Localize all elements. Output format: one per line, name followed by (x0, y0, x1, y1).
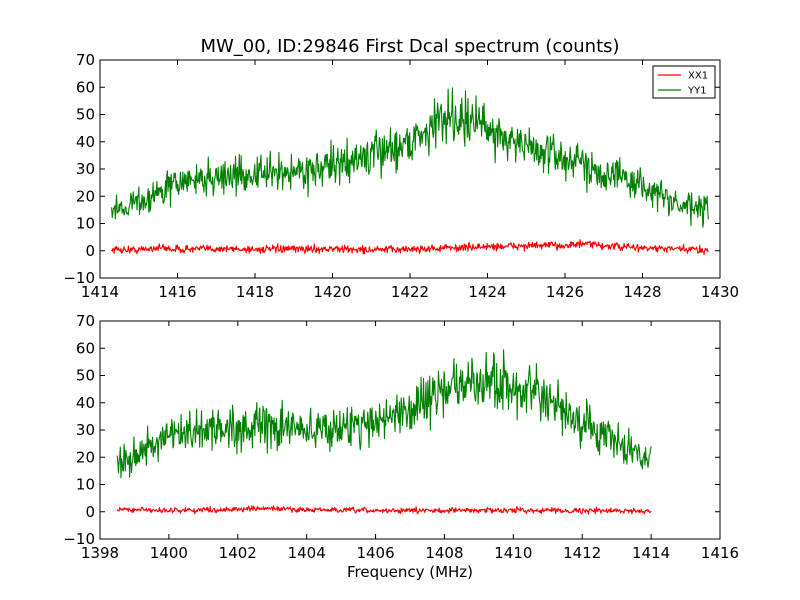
y-tick-label: 40 (76, 133, 95, 151)
x-tick-label: 1400 (150, 544, 188, 562)
x-tick-label: 1404 (288, 544, 326, 562)
x-tick-label: 1426 (546, 283, 584, 301)
x-axis-label: Frequency (MHz) (347, 563, 473, 581)
x-tick-label: 1408 (425, 544, 463, 562)
y-tick-label: 60 (76, 78, 95, 96)
y-tick-label: 0 (85, 503, 95, 521)
y-tick-label: 30 (76, 160, 95, 178)
legend-box (652, 65, 716, 99)
x-tick-label: 1430 (701, 283, 739, 301)
y-tick-label: 20 (76, 448, 95, 466)
red-series-line (116, 505, 652, 515)
y-tick-label: 10 (76, 476, 95, 494)
xx1-series-line (111, 239, 709, 255)
y-tick-label: −10 (63, 530, 95, 548)
y-tick-label: 70 (76, 312, 95, 330)
y-tick-label: 50 (76, 106, 95, 124)
y-tick-label: 0 (85, 242, 95, 260)
x-tick-label: 1410 (494, 544, 532, 562)
chart-title: MW_00, ID:29846 First Dcal spectrum (cou… (200, 36, 619, 57)
yy1-series-line (111, 87, 709, 228)
y-tick-label: 70 (76, 51, 95, 69)
x-tick-label: 1420 (313, 283, 351, 301)
x-tick-label: 1416 (158, 283, 196, 301)
x-tick-label: 1424 (468, 283, 506, 301)
y-tick-label: 60 (76, 339, 95, 357)
y-tick-label: 50 (76, 367, 95, 385)
y-tick-label: −10 (63, 269, 95, 287)
legend-label: YY1 (687, 86, 707, 97)
y-tick-label: 10 (76, 215, 95, 233)
top-chart-panel: 1414 1416 1418 1420 1422 1424 1426 1428 1430 −10 0… (63, 51, 739, 301)
x-tick-label: 1428 (623, 283, 661, 301)
y-tick-label: 40 (76, 394, 95, 412)
x-tick-label: 1414 (81, 283, 119, 301)
y-tick-label: 30 (76, 421, 95, 439)
x-tick-label: 1402 (219, 544, 257, 562)
x-tick-label: 1422 (391, 283, 429, 301)
x-tick-label: 1418 (236, 283, 274, 301)
y-tick-label: 20 (76, 187, 95, 205)
x-tick-label: 1416 (701, 544, 739, 562)
x-tick-label: 1398 (81, 544, 119, 562)
green-series-line (116, 349, 652, 479)
legend-label: XX1 (688, 71, 708, 82)
bottom-chart-panel: 1398 1400 1402 1404 1406 1408 1410 1412 1414 1416… (63, 312, 739, 562)
x-tick-label: 1406 (356, 544, 394, 562)
x-tick-label: 1414 (632, 544, 670, 562)
x-tick-label: 1412 (563, 544, 601, 562)
